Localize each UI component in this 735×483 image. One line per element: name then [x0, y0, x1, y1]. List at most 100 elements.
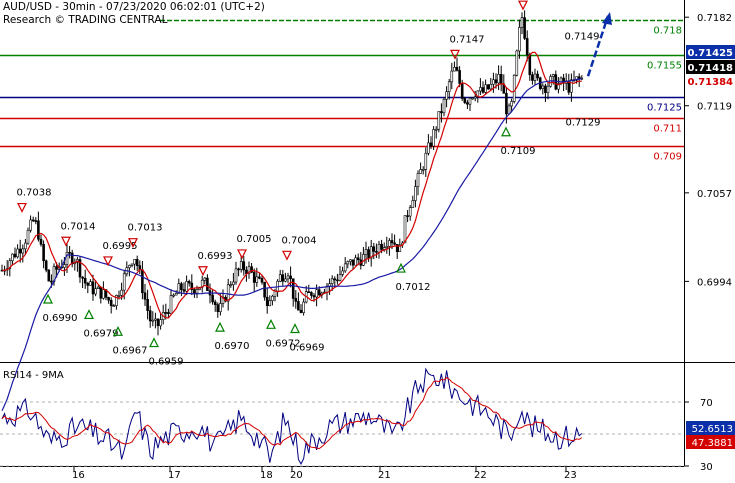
candle-body: [317, 289, 321, 296]
candle-body: [156, 318, 160, 327]
candle-body: [247, 266, 251, 274]
candle-body: [286, 275, 290, 280]
candle-body: [455, 66, 459, 71]
candle-body: [411, 200, 415, 208]
candle-body: [107, 297, 110, 301]
pivot-marker-0.7014: [61, 236, 71, 247]
pivot-marker-0.6995: [103, 256, 113, 267]
candle-body: [330, 278, 334, 284]
candle-body: [44, 260, 48, 271]
candle-body: [169, 295, 173, 314]
candle-body: [112, 305, 116, 307]
candle-body: [8, 260, 12, 270]
candle-body: [302, 301, 305, 313]
pivot-label-0.7012: 0.7012: [396, 282, 431, 293]
candle-body: [419, 169, 422, 174]
pivot-label-0.6959: 0.6959: [149, 357, 184, 368]
candle-body: [445, 91, 448, 100]
candle-body: [122, 273, 126, 291]
pivot-label-0.6993: 0.6993: [198, 251, 233, 262]
x-tick-label: 20: [290, 470, 303, 480]
rsi-ma-line: [1, 376, 583, 450]
pivot-marker-0.6972: [266, 318, 276, 329]
rsi-tick-label: 70: [700, 398, 713, 409]
candle-body: [510, 101, 513, 107]
candle-body: [364, 249, 368, 255]
candle-body: [575, 76, 578, 81]
rsi-tag-52.6513: 52.6513: [692, 424, 733, 435]
candle-body: [484, 84, 487, 93]
candle-body: [299, 309, 303, 313]
candle-body: [216, 304, 220, 313]
pivot-label-0.6972: 0.6972: [266, 338, 301, 349]
candle-body: [172, 294, 175, 297]
x-tick-label: 16: [72, 470, 85, 480]
level-label-0.718: 0.718: [653, 26, 682, 37]
chart-source: Research © TRADING CENTRAL: [3, 14, 168, 26]
ma-slow-line: [1, 78, 582, 412]
candle-body: [195, 289, 199, 294]
candle-body: [39, 238, 43, 245]
candle-body: [528, 54, 532, 76]
candle-body: [338, 274, 342, 281]
candle-body: [494, 79, 498, 84]
candle-body: [141, 269, 144, 294]
price-tag-bg-0.71384: [686, 74, 735, 88]
pivot-label-0.6969: 0.6969: [290, 343, 325, 354]
price-tag-0.71418: 0.71418: [687, 63, 733, 74]
y-tick-label: 0.6994: [697, 277, 732, 288]
candle-body: [268, 300, 272, 307]
candle-body: [65, 252, 69, 265]
candle-body: [432, 129, 435, 147]
candle-body: [479, 87, 482, 92]
candle-body: [258, 276, 261, 279]
candle-body: [211, 294, 214, 303]
candle-body: [486, 84, 490, 90]
candle-body: [369, 246, 373, 259]
candle-body: [466, 102, 469, 105]
pivot-marker-0.7038: [17, 202, 27, 213]
candle-body: [473, 96, 477, 99]
pivot-marker-0.7013: [128, 238, 138, 249]
candle-body: [497, 74, 500, 84]
candle-body: [281, 274, 285, 282]
candle-body: [260, 278, 264, 283]
pivot-label-0.7013: 0.7013: [128, 223, 163, 234]
y-tick-label: 0.7182: [697, 13, 732, 24]
price-tag-0.71384: 0.71384: [687, 77, 733, 88]
pivot-label-0.7004: 0.7004: [282, 235, 317, 246]
candle-body: [427, 142, 430, 154]
price-tag-bg-0.71425: [686, 45, 735, 59]
candle-body: [239, 261, 243, 270]
candle-body: [29, 219, 32, 231]
candle-body: [187, 281, 191, 284]
candle-body: [273, 290, 277, 297]
candle-body: [185, 281, 188, 292]
candle-body: [372, 246, 376, 252]
pivot-label-0.7129: 0.7129: [566, 118, 601, 129]
candle-body: [278, 274, 282, 282]
price-tag-0.71425: 0.71425: [687, 48, 733, 59]
candle-body: [148, 310, 152, 322]
candle-body: [343, 263, 347, 272]
candle-body: [252, 271, 256, 283]
candle-body: [18, 248, 22, 254]
pivot-marker-0.7005: [237, 249, 247, 260]
candle-body: [512, 74, 516, 102]
y-tick-label: 0.7119: [697, 102, 732, 113]
candle-body: [154, 318, 157, 321]
candle-body: [63, 264, 66, 268]
candle-body: [367, 249, 370, 259]
candle-body: [315, 289, 318, 298]
candle-body: [544, 85, 547, 94]
candle-body: [68, 252, 71, 254]
candle-body: [380, 243, 383, 250]
candle-body: [177, 283, 181, 294]
x-tick-label: 21: [378, 470, 391, 480]
candle-body: [458, 70, 461, 84]
candle-body: [429, 142, 433, 147]
candle-body: [55, 266, 58, 270]
candle-body: [284, 278, 287, 282]
candle-body: [213, 301, 217, 305]
